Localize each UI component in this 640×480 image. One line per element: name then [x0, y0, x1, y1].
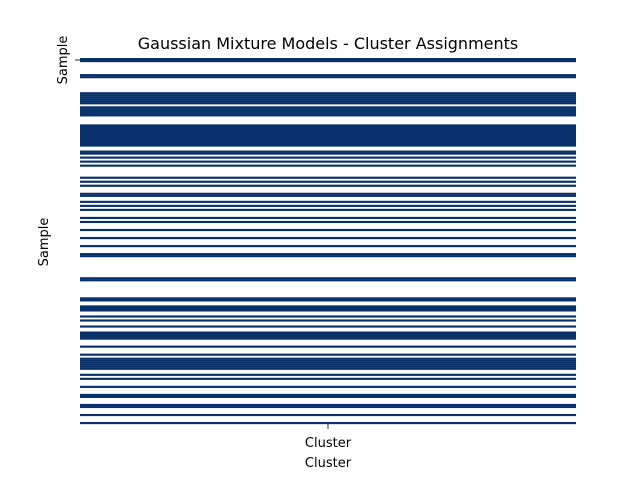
heatmap-cell-row-136: [80, 331, 576, 334]
y-tick-label: Sample: [56, 36, 71, 85]
heatmap-cell-row-34: [80, 126, 576, 129]
heatmap-cell-row-68: [80, 194, 576, 197]
heatmap-cell-row-133: [80, 325, 576, 328]
heatmap-cells: [80, 58, 576, 425]
heatmap-cell-row-1: [80, 60, 576, 63]
heatmap-cell-row-98: [80, 255, 576, 258]
heatmap-cell-row-154: [80, 367, 576, 370]
heatmap-cell-row-181: [80, 421, 576, 425]
heatmap-cell-row-150: [80, 359, 576, 362]
heatmap-cell-row-177: [80, 413, 576, 417]
heatmap-cell-row-157: [80, 373, 576, 376]
heatmap-cell-row-17: [80, 92, 576, 95]
heatmap-cell-row-163: [80, 385, 576, 388]
heatmap-cell-row-143: [80, 345, 576, 348]
heatmap-cell-row-85: [80, 228, 576, 232]
heatmap-cell-row-40: [80, 138, 576, 141]
heatmap-cell-row-43: [80, 144, 576, 147]
heatmap-cell-row-168: [80, 395, 576, 399]
y-axis-label: Sample: [37, 218, 52, 267]
heatmap-cell-row-123: [80, 305, 576, 308]
heatmap-cell-row-49: [80, 156, 576, 159]
heatmap-cell-row-109: [80, 277, 576, 280]
heatmap-cell-row-159: [80, 377, 576, 380]
heatmap-cell-row-93: [80, 245, 576, 248]
heatmap-cell-row-35: [80, 128, 576, 131]
heatmap-cell-row-8: [80, 74, 576, 77]
heatmap-cell-row-18: [80, 94, 576, 97]
heatmap-cell-row-149: [80, 357, 576, 360]
heatmap-cell-row-9: [80, 76, 576, 79]
heatmap-cell-row-26: [80, 110, 576, 113]
heatmap-cell-row-39: [80, 136, 576, 139]
heatmap-cell-row-21: [80, 100, 576, 103]
heatmap-cell-row-172: [80, 403, 576, 407]
heatmap-cell-row-47: [80, 152, 576, 155]
heatmap-cell-row-128: [80, 315, 576, 318]
heatmap-cell-row-25: [80, 108, 576, 111]
heatmap-cell-row-130: [80, 319, 576, 322]
heatmap-cell-row-167: [80, 393, 576, 396]
heatmap-cell-row-152: [80, 363, 576, 366]
heatmap-cell-row-97: [80, 253, 576, 256]
heatmap-cell-row-71: [80, 200, 576, 203]
heatmap-cell-row-24: [80, 106, 576, 109]
heatmap-cell-row-36: [80, 130, 576, 133]
heatmap-cell-row-138: [80, 335, 576, 338]
heatmap-cell-row-28: [80, 114, 576, 117]
heatmap-cell-row-41: [80, 140, 576, 143]
heatmap-cell-row-46: [80, 150, 576, 153]
heatmap-cell-row-42: [80, 142, 576, 145]
heatmap-cell-row-75: [80, 208, 576, 211]
heatmap-cell-row-22: [80, 102, 576, 105]
chart-title: Gaussian Mixture Models - Cluster Assign…: [138, 34, 519, 53]
heatmap-cell-row-153: [80, 365, 576, 368]
heatmap-cell-row-119: [80, 297, 576, 300]
heatmap-cell-row-81: [80, 220, 576, 224]
heatmap-cell-row-27: [80, 112, 576, 115]
heatmap-cell-row-53: [80, 164, 576, 167]
heatmap-cell-row-19: [80, 96, 576, 99]
heatmap-cell-row-59: [80, 176, 576, 179]
heatmap-cell-row-37: [80, 132, 576, 135]
heatmap-cell-row-20: [80, 98, 576, 101]
heatmap-cell-row-137: [80, 333, 576, 336]
heatmap-cell-row-147: [80, 353, 576, 356]
heatmap-cell-row-33: [80, 124, 576, 127]
heatmap-cell-row-63: [80, 184, 576, 187]
heatmap-cell-row-120: [80, 299, 576, 302]
x-tick-label: Cluster: [305, 436, 352, 451]
heatmap-cell-row-173: [80, 405, 576, 409]
heatmap-cell-row-110: [80, 279, 576, 282]
heatmap-cell-row-61: [80, 180, 576, 183]
heatmap-cell-row-38: [80, 134, 576, 137]
heatmap-cell-row-151: [80, 361, 576, 364]
heatmap-cell-row-124: [80, 307, 576, 310]
heatmap-cell-row-139: [80, 337, 576, 340]
heatmap-cell-row-79: [80, 216, 576, 220]
heatmap-cell-row-51: [80, 160, 576, 163]
heatmap-cell-row-73: [80, 204, 576, 207]
x-axis-label: Cluster: [305, 456, 352, 471]
heatmap-cell-row-0: [80, 58, 576, 61]
heatmap-cell-row-67: [80, 192, 576, 195]
heatmap-cell-row-89: [80, 236, 576, 240]
heatmap-cell-row-125: [80, 309, 576, 312]
